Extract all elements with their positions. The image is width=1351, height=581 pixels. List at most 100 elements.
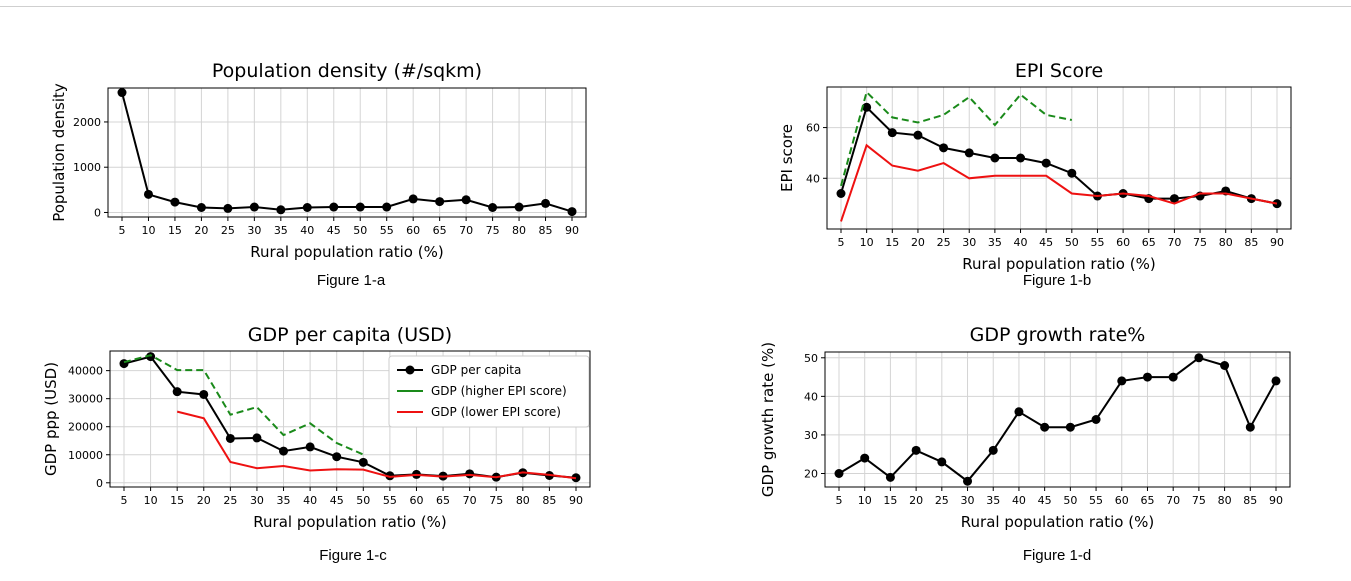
data-point	[990, 153, 1000, 163]
x-tick-label: 50	[1065, 236, 1079, 249]
data-point	[225, 433, 235, 443]
x-tick-label: 5	[838, 236, 845, 249]
x-tick-label: 80	[1219, 236, 1233, 249]
x-tick-label: 45	[330, 494, 344, 507]
series-line-2	[840, 143, 1278, 222]
y-axis-label: GDP ppp (USD)	[42, 362, 60, 476]
data-point	[567, 207, 577, 217]
data-point	[252, 433, 262, 443]
data-point	[963, 476, 973, 486]
x-tick-label: 80	[516, 494, 530, 507]
x-tick-label: 45	[327, 224, 341, 237]
x-tick-label: 80	[1218, 494, 1232, 507]
data-point	[249, 202, 259, 212]
x-tick-label: 60	[409, 494, 423, 507]
y-tick-label: 2000	[73, 116, 101, 129]
y-tick-label: 30000	[68, 393, 103, 406]
data-point	[435, 197, 445, 207]
x-tick-label: 40	[303, 494, 317, 507]
x-tick-label: 30	[961, 494, 975, 507]
x-tick-label: 70	[1167, 236, 1181, 249]
legend: GDP per capita GDP (higher EPI score) GDP …	[388, 355, 590, 428]
data-point	[461, 195, 471, 205]
data-point	[1041, 158, 1051, 168]
x-tick-label: 5	[119, 224, 126, 237]
x-tick-label: 75	[1192, 494, 1206, 507]
data-point	[988, 445, 998, 455]
data-point	[1272, 199, 1282, 209]
data-point	[1117, 376, 1127, 386]
y-tick-label: 40000	[68, 365, 103, 378]
axes-frame	[109, 350, 591, 488]
x-tick-label: 55	[1090, 236, 1104, 249]
y-tick-label: 20000	[68, 421, 103, 434]
axes-frame	[107, 87, 587, 218]
x-tick-label: 65	[433, 224, 447, 237]
data-point	[1245, 422, 1255, 432]
y-tick-label: 30	[804, 429, 818, 442]
data-point	[172, 387, 182, 397]
data-point	[541, 198, 551, 208]
x-axis-label: Rural population ratio (%)	[962, 255, 1155, 273]
data-point	[117, 88, 127, 98]
caption-figure-1b: Figure 1-b	[1022, 272, 1092, 289]
data-point	[358, 457, 368, 467]
legend-label-1: GDP (higher EPI score)	[431, 384, 567, 398]
x-tick-label: 50	[353, 224, 367, 237]
x-tick-label: 25	[935, 494, 949, 507]
x-tick-label: 70	[463, 494, 477, 507]
x-axis-label: Rural population ratio (%)	[253, 513, 446, 531]
data-point	[885, 472, 895, 482]
data-point	[279, 446, 289, 456]
y-axis-label: GDP growth rate (%)	[759, 342, 777, 497]
data-point	[964, 148, 974, 158]
data-point	[196, 202, 206, 212]
data-point	[913, 130, 923, 140]
y-axis-label: EPI score	[778, 124, 796, 192]
caption-figure-1c: Figure 1-c	[319, 547, 387, 564]
x-tick-label: 90	[1269, 494, 1283, 507]
y-tick-label: 0	[96, 477, 103, 490]
series-line-0	[840, 105, 1278, 205]
x-tick-label: 45	[1039, 236, 1053, 249]
axes-frame	[826, 86, 1292, 230]
x-tick-label: 15	[170, 494, 184, 507]
x-tick-label: 85	[1244, 236, 1258, 249]
data-point	[862, 102, 872, 112]
series-line-2	[176, 410, 577, 480]
data-point	[488, 202, 498, 212]
y-tick-label: 60	[806, 122, 820, 135]
data-point	[170, 197, 180, 207]
x-tick-label: 60	[1116, 236, 1130, 249]
data-point	[302, 202, 312, 212]
x-tick-label: 65	[1142, 236, 1156, 249]
x-tick-label: 60	[1115, 494, 1129, 507]
data-point	[1194, 353, 1204, 363]
data-point	[514, 202, 524, 212]
chart-title: EPI Score	[1015, 60, 1103, 82]
data-point	[834, 469, 844, 478]
data-point	[836, 189, 846, 198]
x-tick-label: 10	[144, 494, 158, 507]
data-point	[143, 189, 153, 199]
x-tick-label: 75	[1193, 236, 1207, 249]
x-tick-label: 20	[194, 224, 208, 237]
x-tick-label: 40	[300, 224, 314, 237]
data-point	[146, 352, 156, 362]
x-tick-label: 60	[406, 224, 420, 237]
y-tick-label: 20	[804, 468, 818, 481]
y-tick-label: 10000	[68, 449, 103, 462]
x-tick-label: 40	[1014, 236, 1028, 249]
data-point	[860, 453, 870, 463]
data-point	[1091, 415, 1101, 424]
data-point	[1168, 372, 1178, 382]
x-tick-label: 50	[356, 494, 370, 507]
x-tick-label: 15	[885, 236, 899, 249]
legend-label-0: GDP per capita	[431, 363, 521, 377]
x-tick-label: 5	[836, 494, 843, 507]
x-tick-label: 35	[988, 236, 1002, 249]
chart-title: GDP per capita (USD)	[248, 324, 452, 346]
data-point	[355, 202, 365, 212]
x-tick-label: 90	[569, 494, 583, 507]
x-tick-label: 30	[962, 236, 976, 249]
